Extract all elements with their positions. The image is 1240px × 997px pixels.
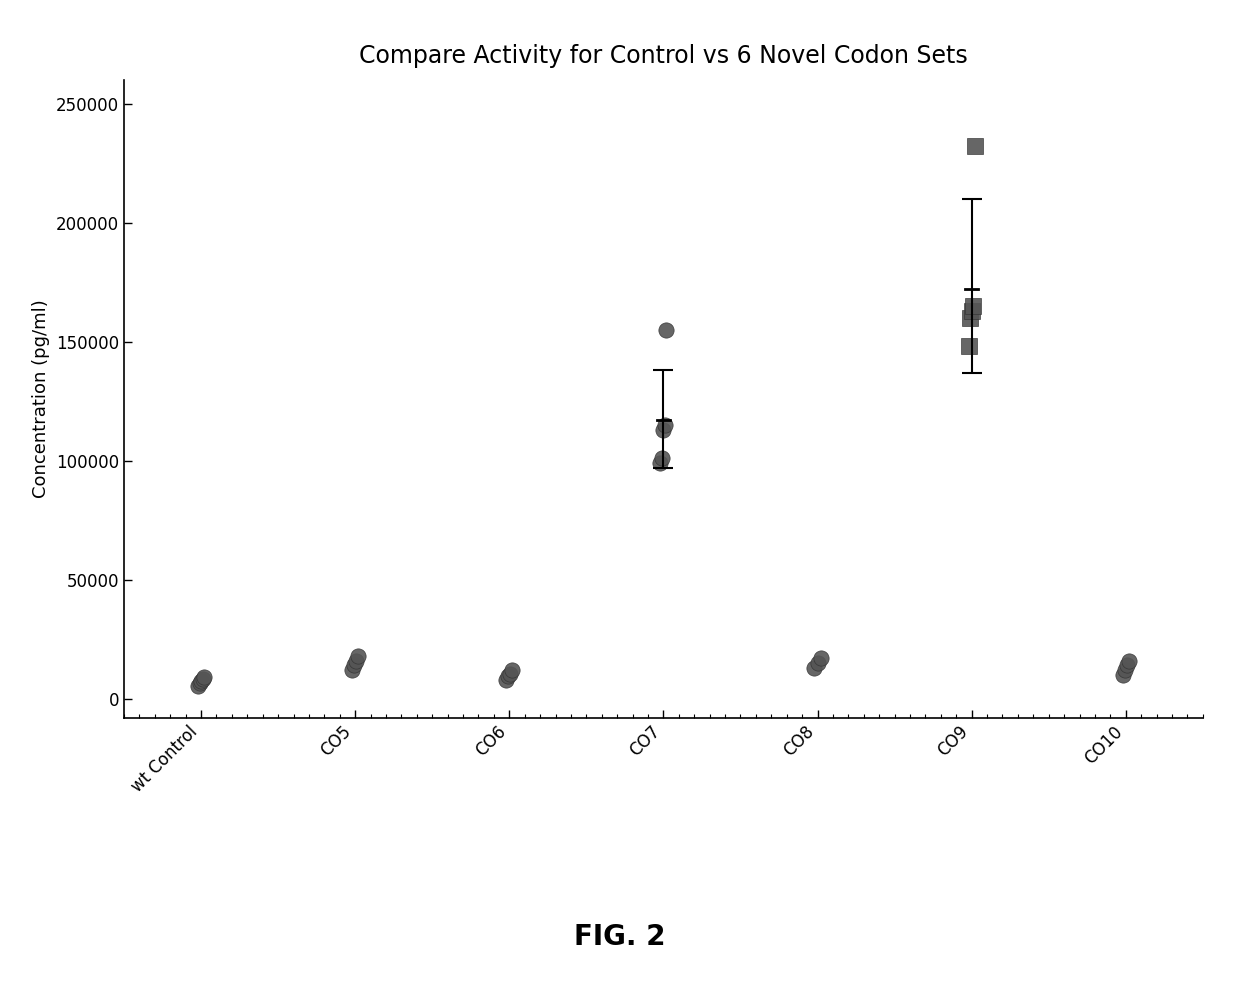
Title: Compare Activity for Control vs 6 Novel Codon Sets: Compare Activity for Control vs 6 Novel … — [360, 44, 967, 68]
Y-axis label: Concentration (pg/ml): Concentration (pg/ml) — [32, 299, 51, 498]
Text: FIG. 2: FIG. 2 — [574, 923, 666, 951]
